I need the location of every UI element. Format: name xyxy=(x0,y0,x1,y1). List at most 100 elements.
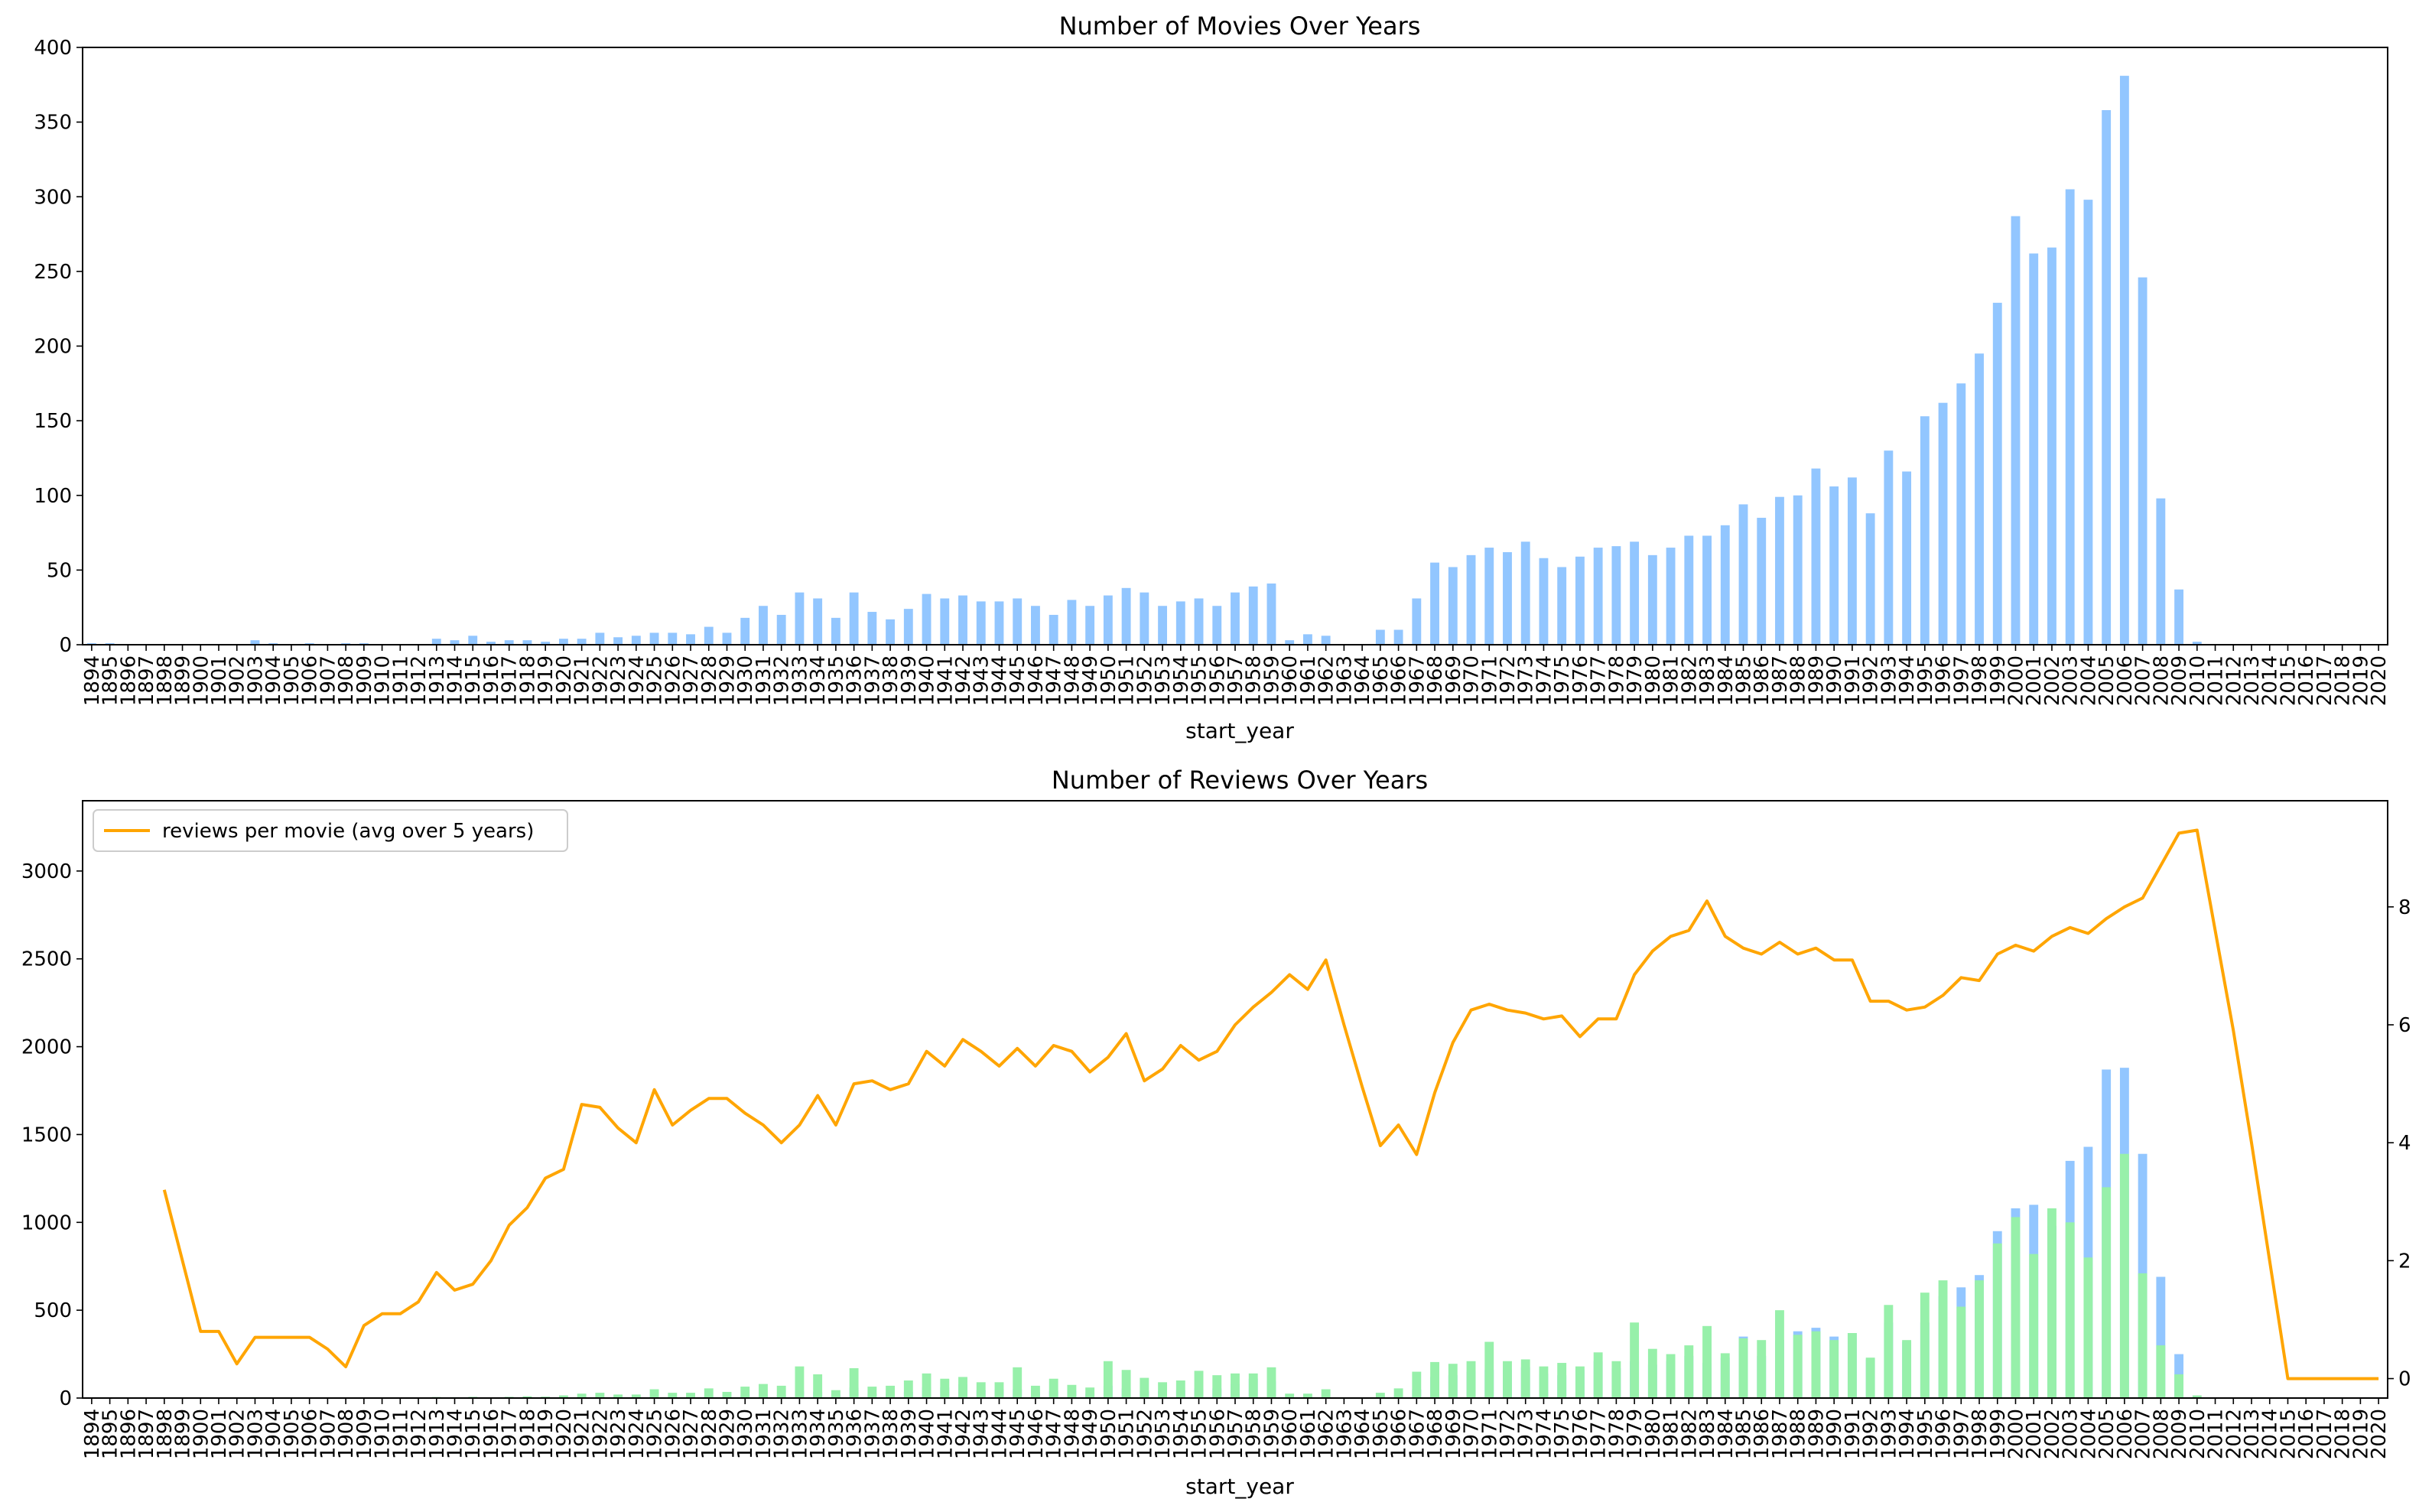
x-tick-label: 1973 xyxy=(1515,655,1538,706)
movies-chart-title: Number of Movies Over Years xyxy=(1059,11,1421,41)
x-tick-label: 1928 xyxy=(698,655,721,706)
reviews-bar-series-2 xyxy=(1194,1371,1204,1398)
reviews-bar-series-2 xyxy=(1103,1361,1113,1398)
movies-bar xyxy=(831,617,840,645)
y-tick-label: 200 xyxy=(34,336,72,359)
x-tick-label: 1936 xyxy=(844,1409,866,1459)
x-tick-label: 1974 xyxy=(1533,1409,1556,1459)
movies-bar xyxy=(704,626,714,645)
reviews-bar-series-2 xyxy=(1884,1305,1894,1398)
x-tick-label: 1982 xyxy=(1678,655,1701,706)
reviews-bar-series-2 xyxy=(1466,1361,1476,1398)
reviews-bar-series-2 xyxy=(1375,1393,1385,1398)
x-tick-label: 1920 xyxy=(553,1409,576,1459)
x-tick-label: 1951 xyxy=(1116,1409,1139,1459)
y2-tick-label: 4 xyxy=(2398,1132,2411,1155)
reviews-bar-series-2 xyxy=(704,1388,714,1398)
reviews-bar-series-2 xyxy=(2119,1153,2129,1398)
x-tick-label: 1909 xyxy=(353,655,376,706)
x-tick-label: 1984 xyxy=(1715,1409,1738,1459)
x-tick-label: 1981 xyxy=(1660,655,1683,706)
y-tick-label: 400 xyxy=(34,37,72,60)
x-tick-label: 2013 xyxy=(2241,1409,2264,1459)
x-tick-label: 1994 xyxy=(1896,1409,1919,1459)
movies-bar xyxy=(431,639,441,645)
movies-bar xyxy=(613,637,623,645)
movies-bar xyxy=(722,632,732,645)
x-tick-label: 1930 xyxy=(734,655,757,706)
movies-bars xyxy=(86,76,2202,645)
x-tick-label: 1913 xyxy=(426,1409,449,1459)
movies-bar xyxy=(2156,498,2166,645)
movies-bar xyxy=(1285,640,1295,645)
x-tick-label: 1990 xyxy=(1823,1409,1846,1459)
x-tick-label: 1999 xyxy=(1987,1409,2010,1459)
x-tick-label: 1971 xyxy=(1478,1409,1501,1459)
x-tick-label: 1904 xyxy=(262,655,285,706)
reviews-bar-series-2 xyxy=(1575,1366,1585,1398)
movies-bar xyxy=(668,632,678,645)
movies-bar xyxy=(1647,554,1657,645)
movies-bar xyxy=(1884,450,1894,645)
x-tick-label: 1964 xyxy=(1351,1409,1374,1459)
x-tick-label: 1996 xyxy=(1933,655,1956,706)
x-tick-label: 1983 xyxy=(1696,655,1719,706)
reviews-x-axis-label: start_year xyxy=(1185,1474,1294,1499)
x-tick-label: 1922 xyxy=(589,655,612,706)
x-tick-label: 1988 xyxy=(1787,1409,1810,1459)
x-tick-label: 1991 xyxy=(1842,655,1865,706)
x-tick-label: 2001 xyxy=(2023,1409,2046,1459)
x-tick-label: 1900 xyxy=(190,655,213,706)
x-tick-label: 2009 xyxy=(2168,1409,2191,1459)
x-tick-label: 1931 xyxy=(753,655,775,706)
x-tick-label: 2010 xyxy=(2187,655,2209,706)
movies-bar xyxy=(522,640,532,645)
movies-bar xyxy=(1140,592,1149,645)
movies-bar xyxy=(1630,541,1640,645)
x-tick-label: 2010 xyxy=(2187,1409,2209,1459)
x-tick-label: 1998 xyxy=(1969,1409,1991,1459)
x-tick-label: 1935 xyxy=(825,655,848,706)
reviews-bar-series-2 xyxy=(1757,1340,1767,1398)
x-tick-label: 1968 xyxy=(1424,1409,1447,1459)
x-tick-label: 1960 xyxy=(1279,655,1302,706)
reviews-bar-series-2 xyxy=(2029,1253,2039,1398)
x-tick-label: 1952 xyxy=(1133,1409,1156,1459)
x-tick-label: 1979 xyxy=(1624,655,1647,706)
x-tick-label: 1901 xyxy=(208,655,231,706)
x-tick-label: 1992 xyxy=(1860,1409,1883,1459)
reviews-bar-series-2 xyxy=(2102,1187,2112,1398)
x-tick-label: 1981 xyxy=(1660,1409,1683,1459)
reviews-bar-series-2 xyxy=(813,1374,823,1398)
x-tick-label: 1899 xyxy=(172,655,195,706)
x-tick-label: 1953 xyxy=(1152,655,1175,706)
movies-bar xyxy=(1212,606,1222,645)
x-tick-label: 1941 xyxy=(934,1409,957,1459)
reviews-bar-series-2 xyxy=(867,1387,877,1398)
x-tick-label: 2006 xyxy=(2114,1409,2137,1459)
movies-bar xyxy=(541,642,551,645)
x-tick-label: 1934 xyxy=(807,1409,830,1459)
reviews-bar-series-2 xyxy=(1847,1333,1857,1398)
x-tick-label: 2016 xyxy=(2295,1409,2318,1459)
x-tick-label: 1915 xyxy=(462,1409,485,1459)
movies-bar xyxy=(776,614,786,645)
movies-bar xyxy=(795,592,805,645)
x-tick-label: 1988 xyxy=(1787,655,1810,706)
movies-bar xyxy=(1992,302,2002,645)
x-tick-label: 1900 xyxy=(190,1409,213,1459)
reviews-bar-series-2 xyxy=(558,1395,568,1398)
reviews-bar-series-2 xyxy=(1720,1353,1730,1398)
x-tick-label: 2001 xyxy=(2023,655,2046,706)
x-tick-label: 1954 xyxy=(1170,1409,1193,1459)
reviews-bar-series-2 xyxy=(595,1393,605,1398)
x-tick-label: 1965 xyxy=(1370,655,1393,706)
reviews-bar-series-1 xyxy=(2156,1276,2166,1398)
x-tick-label: 1926 xyxy=(662,1409,684,1459)
x-tick-label: 1948 xyxy=(1061,655,1084,706)
x-tick-label: 2008 xyxy=(2150,655,2173,706)
reviews-bar-series-2 xyxy=(1085,1387,1095,1398)
x-tick-label: 1945 xyxy=(1006,1409,1029,1459)
movies-bar xyxy=(1085,606,1095,645)
x-tick-label: 1918 xyxy=(516,655,539,706)
